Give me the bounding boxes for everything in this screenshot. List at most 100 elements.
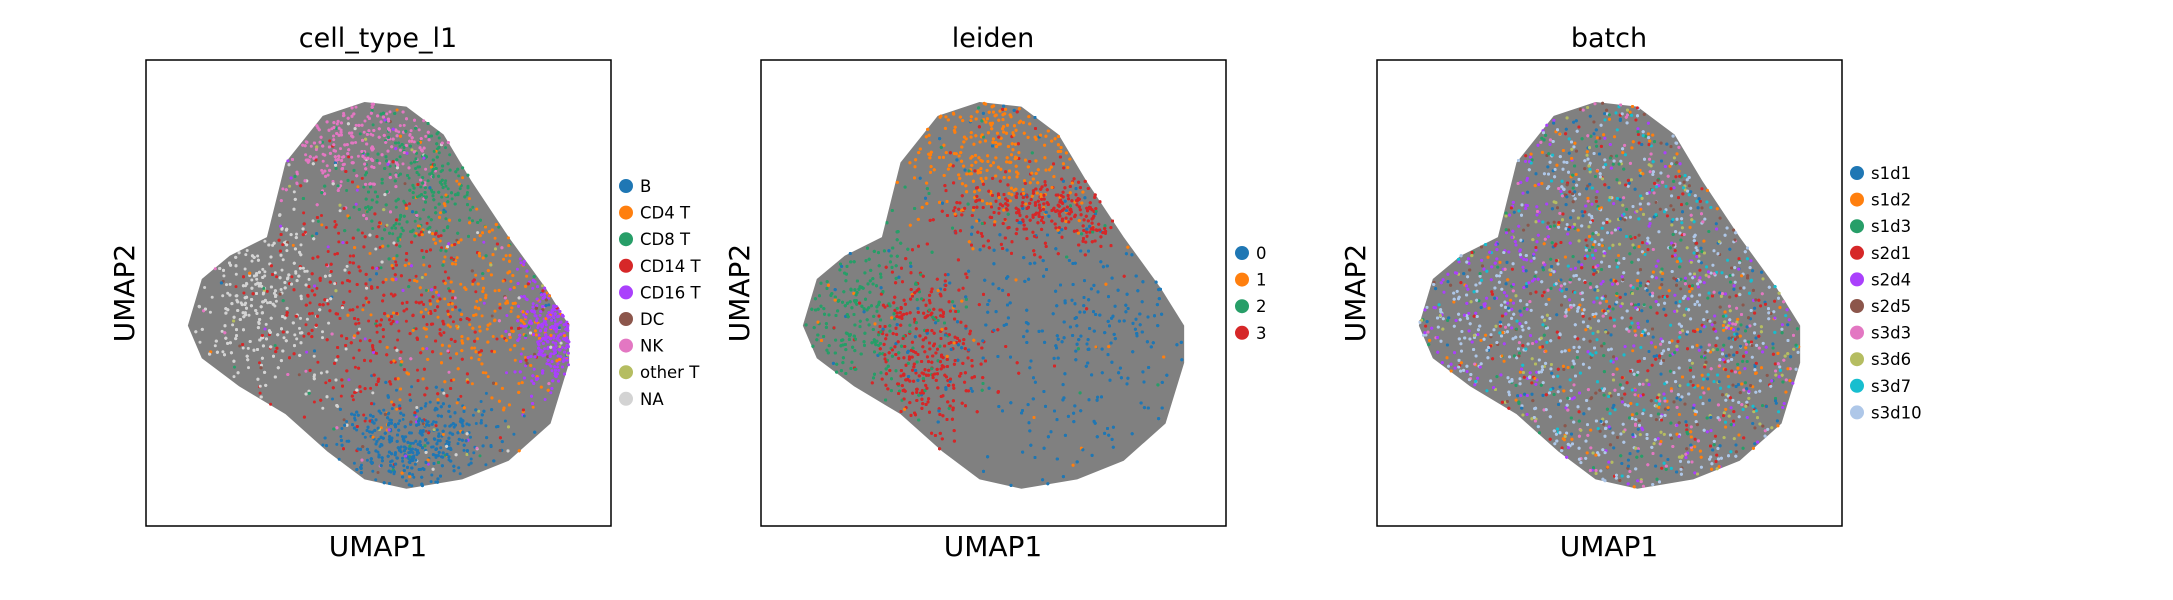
data-point — [505, 314, 509, 317]
data-point — [478, 329, 482, 333]
data-point — [367, 451, 371, 455]
data-point — [267, 243, 271, 247]
data-point — [476, 231, 480, 235]
data-point — [452, 469, 456, 473]
data-point — [382, 208, 386, 212]
data-point — [348, 260, 352, 264]
data-point — [521, 408, 525, 412]
data-point — [446, 312, 450, 316]
data-point — [392, 470, 396, 474]
data-point — [350, 134, 354, 138]
data-point — [494, 382, 498, 386]
data-point — [428, 186, 432, 190]
data-point — [545, 291, 549, 295]
data-point — [260, 284, 264, 288]
data-point — [431, 445, 435, 449]
data-point — [513, 301, 517, 305]
data-point — [481, 256, 485, 260]
data-point — [459, 318, 463, 322]
data-point — [385, 353, 389, 357]
data-point — [362, 303, 365, 307]
data-point — [325, 164, 329, 168]
data-point — [449, 459, 453, 463]
data-point — [401, 417, 405, 421]
data-point — [369, 457, 373, 461]
data-point — [310, 234, 314, 238]
data-point — [448, 289, 452, 293]
data-point — [404, 258, 408, 262]
data-point — [285, 249, 289, 253]
data-point — [394, 425, 397, 429]
data-point — [438, 439, 442, 443]
data-point — [469, 356, 473, 360]
data-point — [431, 453, 435, 457]
data-point — [421, 377, 425, 381]
data-point — [331, 386, 335, 390]
data-point — [374, 247, 378, 251]
data-point — [213, 344, 217, 348]
data-point — [387, 428, 391, 432]
data-point — [497, 319, 501, 323]
data-point — [447, 404, 451, 408]
data-point — [414, 157, 418, 161]
data-point — [510, 326, 513, 330]
data-point — [525, 361, 529, 365]
data-point — [276, 366, 280, 370]
data-point — [529, 331, 532, 335]
data-point — [365, 142, 369, 146]
data-point — [451, 296, 455, 300]
data-point — [392, 311, 395, 315]
data-point — [490, 228, 494, 232]
data-point — [429, 302, 433, 306]
data-point — [360, 458, 364, 462]
data-point — [551, 379, 555, 383]
data-point — [520, 381, 524, 385]
data-point — [431, 158, 435, 162]
data-point — [357, 123, 361, 127]
data-point — [343, 229, 347, 233]
data-point — [318, 140, 322, 144]
data-point — [228, 341, 232, 345]
data-point — [303, 230, 307, 234]
data-point — [258, 384, 262, 388]
data-point — [552, 334, 556, 338]
data-point — [465, 422, 469, 426]
data-point — [431, 295, 435, 299]
data-point — [529, 364, 533, 367]
data-point — [321, 140, 324, 144]
data-point — [498, 306, 502, 310]
data-point — [219, 281, 223, 285]
data-point — [473, 346, 477, 350]
data-point — [375, 383, 378, 387]
data-point — [449, 337, 453, 341]
data-point — [334, 166, 338, 170]
data-point — [307, 332, 311, 336]
data-point — [339, 435, 343, 438]
data-point — [312, 375, 316, 379]
data-point — [353, 413, 357, 417]
data-point — [393, 273, 397, 277]
data-point — [440, 343, 444, 347]
data-point — [335, 404, 339, 407]
data-point — [241, 346, 245, 350]
data-point — [256, 281, 260, 285]
data-point — [364, 416, 368, 420]
data-point — [367, 319, 371, 323]
data-point — [248, 274, 252, 277]
data-point — [197, 305, 201, 309]
data-point — [263, 298, 267, 302]
data-point — [556, 336, 560, 340]
data-point — [234, 255, 238, 259]
data-point — [390, 459, 394, 463]
data-point — [450, 191, 453, 195]
data-point — [395, 388, 398, 392]
data-point — [435, 155, 439, 159]
data-point — [301, 266, 305, 270]
data-point — [422, 303, 426, 306]
data-point — [385, 112, 389, 116]
data-point — [408, 447, 411, 451]
data-point — [464, 287, 468, 291]
data-point — [434, 420, 438, 424]
data-point — [561, 313, 564, 317]
data-point — [323, 153, 327, 157]
